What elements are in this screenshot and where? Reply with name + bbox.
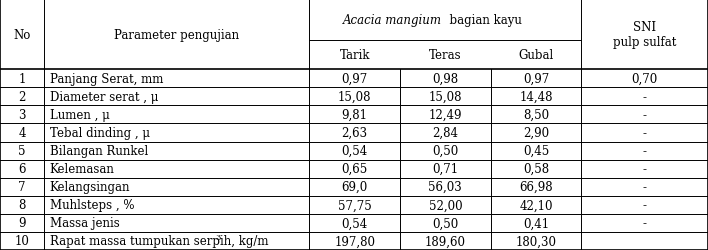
- Text: bagian kayu: bagian kayu: [442, 14, 522, 27]
- Text: 197,80: 197,80: [334, 234, 375, 248]
- Text: 10: 10: [14, 234, 30, 248]
- Text: Panjang Serat, mm: Panjang Serat, mm: [50, 72, 163, 86]
- Text: Rapat massa tumpukan serpih, kg/m: Rapat massa tumpukan serpih, kg/m: [50, 234, 268, 248]
- Text: Gubal: Gubal: [518, 49, 554, 62]
- Text: 14,48: 14,48: [519, 90, 553, 104]
- Text: Muhlsteps , %: Muhlsteps , %: [50, 198, 134, 211]
- Text: -: -: [643, 144, 646, 158]
- Text: Diameter serat , μ: Diameter serat , μ: [50, 90, 158, 104]
- Text: 0,50: 0,50: [432, 216, 459, 230]
- Text: 9: 9: [18, 216, 25, 230]
- Text: 0,97: 0,97: [341, 72, 368, 86]
- Text: 3: 3: [215, 233, 221, 241]
- Text: 0,70: 0,70: [632, 72, 658, 86]
- Text: Parameter pengujian: Parameter pengujian: [114, 28, 239, 42]
- Text: 0,58: 0,58: [523, 162, 549, 175]
- Text: 0,41: 0,41: [523, 216, 549, 230]
- Text: No: No: [13, 28, 30, 42]
- Text: Tarik: Tarik: [339, 49, 370, 62]
- Text: 0,45: 0,45: [523, 144, 549, 158]
- Text: 0,50: 0,50: [432, 144, 459, 158]
- Text: 52,00: 52,00: [428, 198, 462, 211]
- Text: 42,10: 42,10: [519, 198, 553, 211]
- Text: 0,71: 0,71: [433, 162, 458, 175]
- Text: Teras: Teras: [429, 49, 462, 62]
- Text: 3: 3: [18, 108, 25, 122]
- Text: 66,98: 66,98: [519, 180, 553, 194]
- Text: 56,03: 56,03: [428, 180, 462, 194]
- Text: Kelemasan: Kelemasan: [50, 162, 115, 175]
- Text: Massa jenis: Massa jenis: [50, 216, 120, 230]
- Text: -: -: [643, 198, 646, 211]
- Text: 6: 6: [18, 162, 25, 175]
- Text: 0,65: 0,65: [341, 162, 368, 175]
- Text: 0,54: 0,54: [341, 216, 368, 230]
- Text: 8,50: 8,50: [523, 108, 549, 122]
- Text: 2,84: 2,84: [433, 126, 458, 140]
- Text: 8: 8: [18, 198, 25, 211]
- Text: 180,30: 180,30: [515, 234, 556, 248]
- Text: 4: 4: [18, 126, 25, 140]
- Text: 15,08: 15,08: [338, 90, 372, 104]
- Text: Kelangsingan: Kelangsingan: [50, 180, 130, 194]
- Text: 57,75: 57,75: [338, 198, 372, 211]
- Text: Lumen , μ: Lumen , μ: [50, 108, 109, 122]
- Text: 2: 2: [18, 90, 25, 104]
- Text: -: -: [643, 90, 646, 104]
- Text: -: -: [643, 162, 646, 175]
- Text: 69,0: 69,0: [341, 180, 368, 194]
- Text: 15,08: 15,08: [428, 90, 462, 104]
- Text: 2,90: 2,90: [523, 126, 549, 140]
- Text: 5: 5: [18, 144, 25, 158]
- Text: -: -: [643, 126, 646, 140]
- Text: 1: 1: [18, 72, 25, 86]
- Text: 189,60: 189,60: [425, 234, 466, 248]
- Text: 9,81: 9,81: [342, 108, 367, 122]
- Text: -: -: [643, 108, 646, 122]
- Text: 0,54: 0,54: [341, 144, 368, 158]
- Text: SNI
pulp sulfat: SNI pulp sulfat: [613, 21, 676, 49]
- Text: Tebal dinding , μ: Tebal dinding , μ: [50, 126, 149, 140]
- Text: 7: 7: [18, 180, 25, 194]
- Text: -: -: [643, 180, 646, 194]
- Text: Acacia mangium: Acacia mangium: [343, 14, 442, 27]
- Text: Bilangan Runkel: Bilangan Runkel: [50, 144, 148, 158]
- Text: 2,63: 2,63: [342, 126, 367, 140]
- Text: 0,98: 0,98: [433, 72, 458, 86]
- Text: -: -: [643, 216, 646, 230]
- Text: 12,49: 12,49: [428, 108, 462, 122]
- Text: 0,97: 0,97: [523, 72, 549, 86]
